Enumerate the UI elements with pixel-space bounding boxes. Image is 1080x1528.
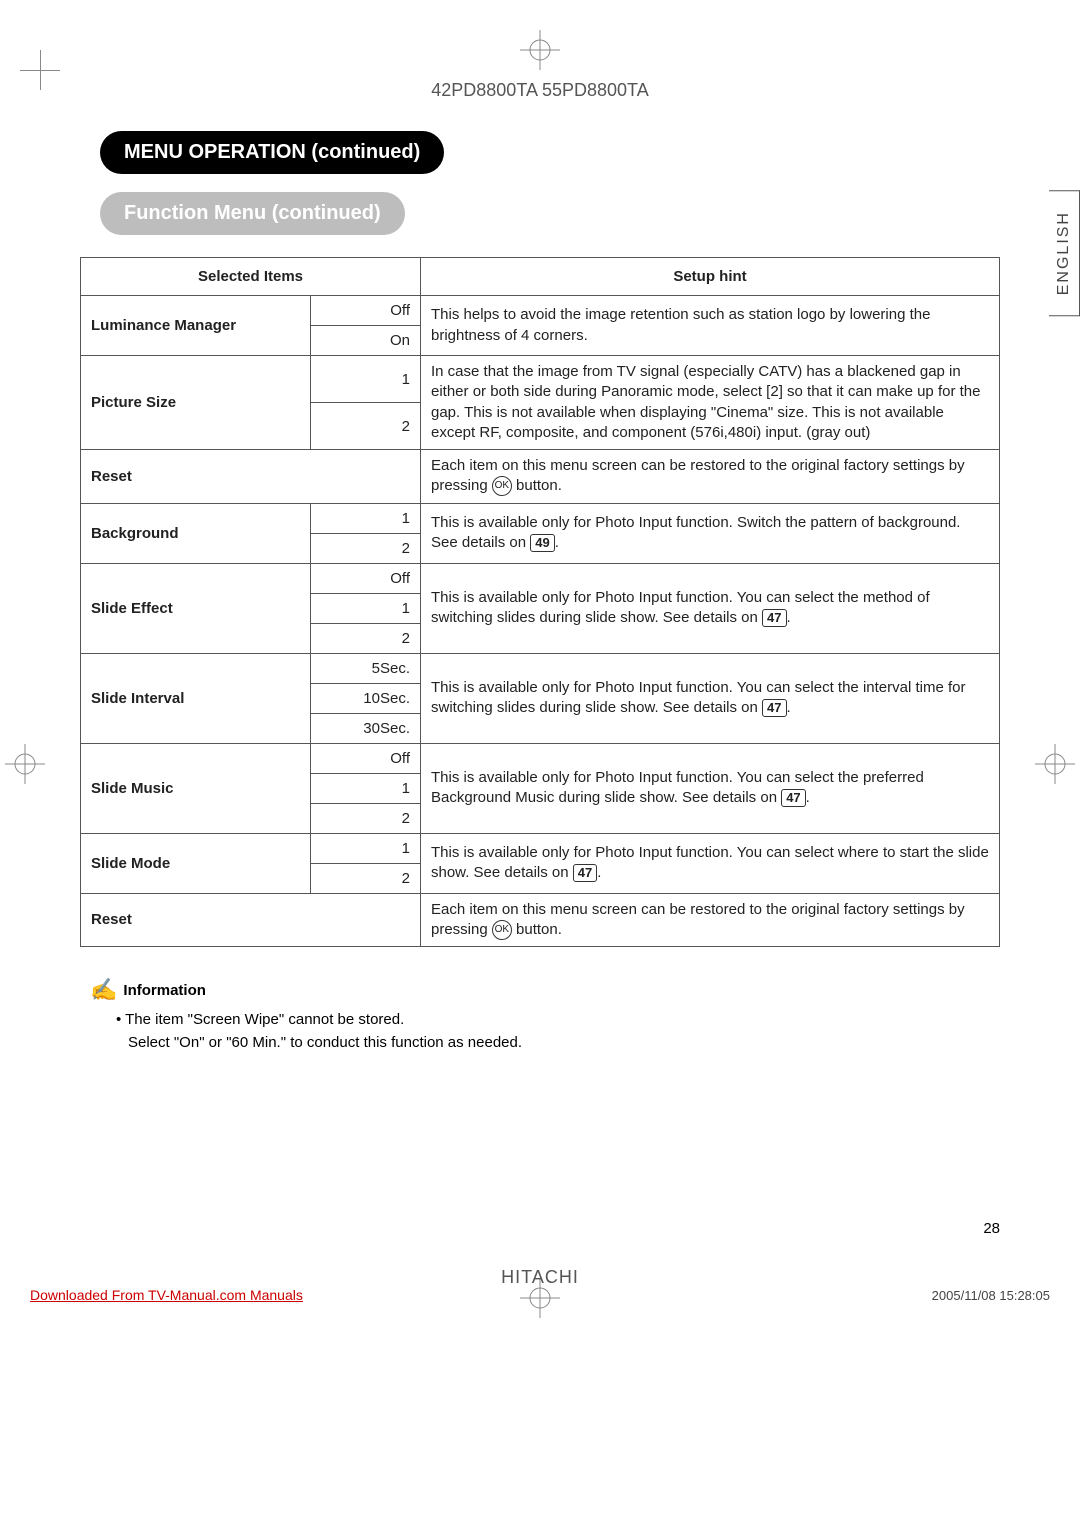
hint-cell: Each item on this menu screen can be res… [421,893,1000,947]
item-label: Slide Effect [81,563,311,653]
hint-cell: This is available only for Photo Input f… [421,563,1000,653]
page-ref: 49 [530,534,554,552]
hint-cell: In case that the image from TV signal (e… [421,356,1000,450]
hint-cell: This is available only for Photo Input f… [421,503,1000,563]
item-label: Slide Interval [81,653,311,743]
hint-text: This is available only for Photo Input f… [431,679,965,716]
hint-cell: This helps to avoid the image retention … [421,296,1000,356]
page-ref: 47 [573,864,597,882]
hint-cell: This is available only for Photo Input f… [421,653,1000,743]
option-cell: 2 [311,403,421,450]
option-cell: 1 [311,503,421,533]
table-row: Background1This is available only for Ph… [81,503,1000,533]
language-tab: ENGLISH [1049,190,1080,316]
page-ref: 47 [762,699,786,717]
ok-button-icon: OK [492,476,512,496]
option-cell: 10Sec. [311,683,421,713]
subsection-title: Function Menu (continued) [100,192,405,235]
option-cell: 1 [311,593,421,623]
item-label: Slide Music [81,743,311,833]
pencil-icon: ✍ [90,977,117,1003]
table-row: Luminance ManagerOffThis helps to avoid … [81,296,1000,326]
hint-text: . [597,864,601,881]
item-label: Background [81,503,311,563]
table-row: Slide MusicOffThis is available only for… [81,743,1000,773]
function-menu-table: Selected Items Setup hint Luminance Mana… [80,257,1000,947]
page-ref: 47 [781,789,805,807]
registration-mark-left [5,744,45,784]
hint-text: . [787,609,791,626]
hint-cell: Each item on this menu screen can be res… [421,450,1000,504]
option-cell: 2 [311,533,421,563]
page-number: 28 [983,1220,1000,1237]
option-cell: On [311,326,421,356]
item-label: Luminance Manager [81,296,311,356]
option-cell: 1 [311,356,421,403]
info-line-1: • The item "Screen Wipe" cannot be store… [116,1009,1000,1032]
option-cell: 2 [311,623,421,653]
hint-text: This is available only for Photo Input f… [431,514,960,551]
print-timestamp: 2005/11/08 15:28:05 [932,1288,1050,1303]
table-row: Slide EffectOffThis is available only fo… [81,563,1000,593]
option-cell: 30Sec. [311,713,421,743]
option-cell: 1 [311,833,421,863]
option-cell: Off [311,296,421,326]
hint-text: . [806,789,810,806]
registration-mark-right [1035,744,1075,784]
table-row: Slide Mode1This is available only for Ph… [81,833,1000,863]
option-cell: 1 [311,773,421,803]
table-row: ResetEach item on this menu screen can b… [81,450,1000,504]
brand-logo-text: HITACHI [0,1267,1080,1288]
option-cell: Off [311,563,421,593]
information-block: ✍ Information • The item "Screen Wipe" c… [90,977,1000,1054]
hint-text: button. [512,921,562,938]
hint-text: . [555,534,559,551]
model-number-header: 42PD8800TA 55PD8800TA [80,80,1000,101]
option-cell: Off [311,743,421,773]
table-row: Slide Interval5Sec.This is available onl… [81,653,1000,683]
crop-mark-icon [20,50,60,90]
option-cell: 5Sec. [311,653,421,683]
item-label: Picture Size [81,356,311,450]
hint-text: button. [512,477,562,494]
page-ref: 47 [762,609,786,627]
hint-text: This is available only for Photo Input f… [431,844,989,881]
option-cell: 2 [311,803,421,833]
table-header-selected-items: Selected Items [81,258,421,296]
registration-mark-top [520,30,560,70]
option-cell: 2 [311,863,421,893]
table-row: ResetEach item on this menu screen can b… [81,893,1000,947]
download-source-link[interactable]: Downloaded From TV-Manual.com Manuals [30,1287,303,1303]
hint-text: . [787,699,791,716]
hint-text: This is available only for Photo Input f… [431,769,924,806]
manual-page: 42PD8800TA 55PD8800TA MENU OPERATION (co… [0,0,1080,1528]
ok-button-icon: OK [492,920,512,940]
info-line-2: Select "On" or "60 Min." to conduct this… [128,1032,1000,1055]
table-row: Picture Size1In case that the image from… [81,356,1000,403]
hint-text: This is available only for Photo Input f… [431,589,930,626]
information-heading: Information [123,982,206,999]
item-label: Reset [81,893,421,947]
section-title: MENU OPERATION (continued) [100,131,444,174]
hint-cell: This is available only for Photo Input f… [421,833,1000,893]
hint-cell: This is available only for Photo Input f… [421,743,1000,833]
table-header-setup-hint: Setup hint [421,258,1000,296]
item-label: Slide Mode [81,833,311,893]
item-label: Reset [81,450,421,504]
